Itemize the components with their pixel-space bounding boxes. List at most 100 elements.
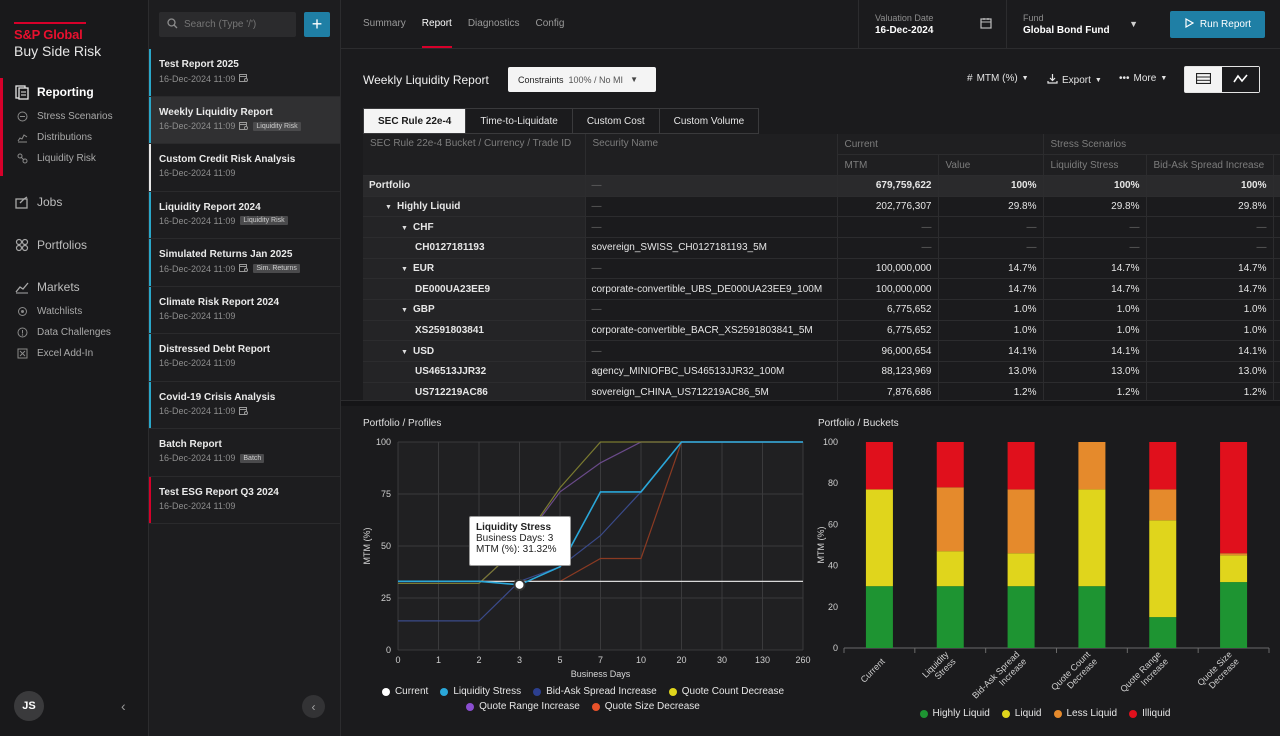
legend-item[interactable]: Liquid [1001,706,1042,721]
expand-toggle-icon[interactable]: ▼ [401,307,408,315]
bar-segment-liquid[interactable] [936,551,964,587]
bar-segment-highly-liquid[interactable] [1078,586,1106,648]
table-row[interactable]: ▼ EUR —100,000,000 14.7% 14.7% 14.7% [363,258,1280,280]
expand-toggle-icon[interactable]: ▼ [401,224,408,232]
add-report-button[interactable]: + [304,12,330,37]
col-value-header[interactable]: Value [938,154,1044,176]
report-list-item[interactable]: Liquidity Report 2024 16-Dec-2024 11:09 Li… [149,191,340,239]
table-row[interactable]: DE000UA23EE9 corporate-convertible_UBS_DE… [363,278,1280,300]
col-more-header[interactable]: C [1273,154,1280,176]
legend-item[interactable]: Bid-Ask Spread Increase [533,684,657,699]
nav-data-challenges[interactable]: Data Challenges [0,322,149,343]
nav-stress-scenarios[interactable]: Stress Scenarios [0,106,149,127]
bar-segment-highly-liquid[interactable] [936,586,964,648]
bar-segment-highly-liquid[interactable] [1220,582,1248,648]
report-list-item[interactable]: Test Report 2025 16-Dec-2024 11:09 [149,49,340,97]
search-box[interactable] [159,12,296,37]
bar-segment-less-liquid[interactable] [1078,442,1106,490]
subtab-custom-volume[interactable]: Custom Volume [658,108,760,134]
bar-segment-illiquid[interactable] [1220,442,1248,554]
nav-excel-addin[interactable]: Excel Add-In [0,343,149,364]
bar-segment-highly-liquid[interactable] [1149,617,1177,648]
col-bid-ask-header[interactable]: Bid-Ask Spread Increase [1146,154,1274,176]
table-row[interactable]: ▼ Highly Liquid —202,776,307 29.8% 29.8% 29.8… [363,196,1280,218]
nav-distributions[interactable]: Distributions [0,127,149,148]
bar-segment-illiquid[interactable] [865,442,893,490]
search-input[interactable] [184,19,294,30]
report-list-item[interactable]: Simulated Returns Jan 2025 16-Dec-2024 11… [149,239,340,287]
table-row[interactable]: ▼ CHF — — — — — [363,216,1280,238]
bar-segment-highly-liquid[interactable] [865,586,893,648]
col-mtm-header[interactable]: MTM [837,154,939,176]
nav-portfolios[interactable]: Portfolios [0,235,149,255]
collapse-list-icon[interactable]: ‹ [302,695,325,718]
report-list-item[interactable]: Weekly Liquidity Report 16-Dec-2024 11:09… [149,96,340,144]
subtab-custom-cost[interactable]: Custom Cost [571,108,659,134]
more-dropdown[interactable]: ••• More ▼ [1119,73,1167,84]
bar-segment-less-liquid[interactable] [1149,489,1177,521]
user-avatar[interactable]: JS [14,691,44,721]
bar-segment-less-liquid[interactable] [1007,489,1035,554]
bar-segment-liquid[interactable] [1007,553,1035,587]
hover-point-marker[interactable] [513,578,526,591]
legend-item[interactable]: Quote Count Decrease [668,684,784,699]
nav-markets[interactable]: Markets [0,277,149,297]
report-list-item[interactable]: Custom Credit Risk Analysis 16-Dec-2024 1… [149,144,340,192]
legend-item[interactable]: Less Liquid [1053,706,1117,721]
bar-segment-liquid[interactable] [865,489,893,587]
table-row[interactable]: Portfolio —679,759,622 100% 100% 100% [363,175,1280,197]
panel-divider[interactable] [341,400,1280,406]
report-list-item[interactable]: Test ESG Report Q3 2024 16-Dec-2024 11:09 [149,476,340,524]
report-list-item[interactable]: Covid-19 Crisis Analysis 16-Dec-2024 11:0… [149,381,340,429]
bar-segment-illiquid[interactable] [1007,442,1035,490]
nav-liquidity-risk[interactable]: Liquidity Risk [0,148,149,169]
legend-item[interactable]: Liquidity Stress [440,684,521,699]
fund-select[interactable]: Fund Global Bond Fund ▼ [1006,0,1146,48]
bar-segment-liquid[interactable] [1220,555,1248,583]
legend-item[interactable]: Quote Size Decrease [591,699,700,714]
nav-watchlists[interactable]: Watchlists [0,301,149,322]
constraints-dropdown[interactable]: Constraints 100% / No MI ▼ [508,67,656,92]
legend-item[interactable]: Illiquid [1129,706,1170,721]
table-row[interactable]: ▼ USD —96,000,654 14.1% 14.1% 14.1% [363,340,1280,363]
bar-segment-illiquid[interactable] [936,442,964,488]
legend-item[interactable]: Highly Liquid [919,706,990,721]
col-liquidity-stress-header[interactable]: Liquidity Stress [1043,154,1147,176]
expand-toggle-icon[interactable]: ▼ [401,348,408,356]
calendar-icon[interactable] [980,17,992,32]
tab-report[interactable]: Report [421,0,452,48]
tab-config[interactable]: Config [535,18,565,29]
subtab-sec-rule-22e-4[interactable]: SEC Rule 22e-4 [363,108,466,134]
bar-segment-illiquid[interactable] [1149,442,1177,490]
expand-toggle-icon[interactable]: ▼ [401,265,408,273]
collapse-nav-icon[interactable]: ‹ [121,698,126,714]
chart-view-button[interactable] [1222,67,1259,92]
report-list-item[interactable]: Climate Risk Report 2024 16-Dec-2024 11:0… [149,286,340,334]
mtm-dropdown[interactable]: # MTM (%) ▼ [967,73,1029,84]
tab-diagnostics[interactable]: Diagnostics [467,18,520,29]
export-dropdown[interactable]: Export ▼ [1047,73,1102,87]
series-line-liquidity-stress[interactable] [398,441,803,586]
tab-summary[interactable]: Summary [363,18,406,29]
expand-toggle-icon[interactable]: ▼ [385,203,392,211]
table-row[interactable]: ▼ GBP —6,775,652 1.0% 1.0% 1.0% [363,299,1280,321]
report-list-item[interactable]: Distressed Debt Report 16-Dec-2024 11:09 [149,334,340,382]
nav-jobs[interactable]: Jobs [0,192,149,212]
table-row[interactable]: XS2591803841 corporate-convertible_BACR_X… [363,320,1280,342]
subtab-time-to-liquidate[interactable]: Time-to-Liquidate [465,108,572,134]
report-list-item[interactable]: Batch Report 16-Dec-2024 11:09 Batch [149,429,340,477]
valuation-date-picker[interactable]: Valuation Date 16-Dec-2024 [858,0,1002,48]
run-report-button[interactable]: Run Report [1170,11,1265,38]
table-row[interactable]: CH0127181193 sovereign_SWISS_CH0127181193… [363,237,1280,259]
table-row[interactable]: US712219AC86 sovereign_CHINA_US712219AC86… [363,382,1280,400]
col-security-header[interactable]: Security Name [585,134,838,176]
bar-segment-less-liquid[interactable] [1220,553,1248,556]
legend-item[interactable]: Current [381,684,428,699]
bar-segment-liquid[interactable] [1078,489,1106,587]
legend-item[interactable]: Quote Range Increase [466,699,580,714]
nav-reporting[interactable]: Reporting [0,82,149,102]
col-bucket-header[interactable]: SEC Rule 22e-4 Bucket / Currency / Trade… [363,134,586,176]
table-view-button[interactable] [1185,67,1222,92]
bar-segment-less-liquid[interactable] [936,487,964,552]
bar-segment-liquid[interactable] [1149,520,1177,618]
